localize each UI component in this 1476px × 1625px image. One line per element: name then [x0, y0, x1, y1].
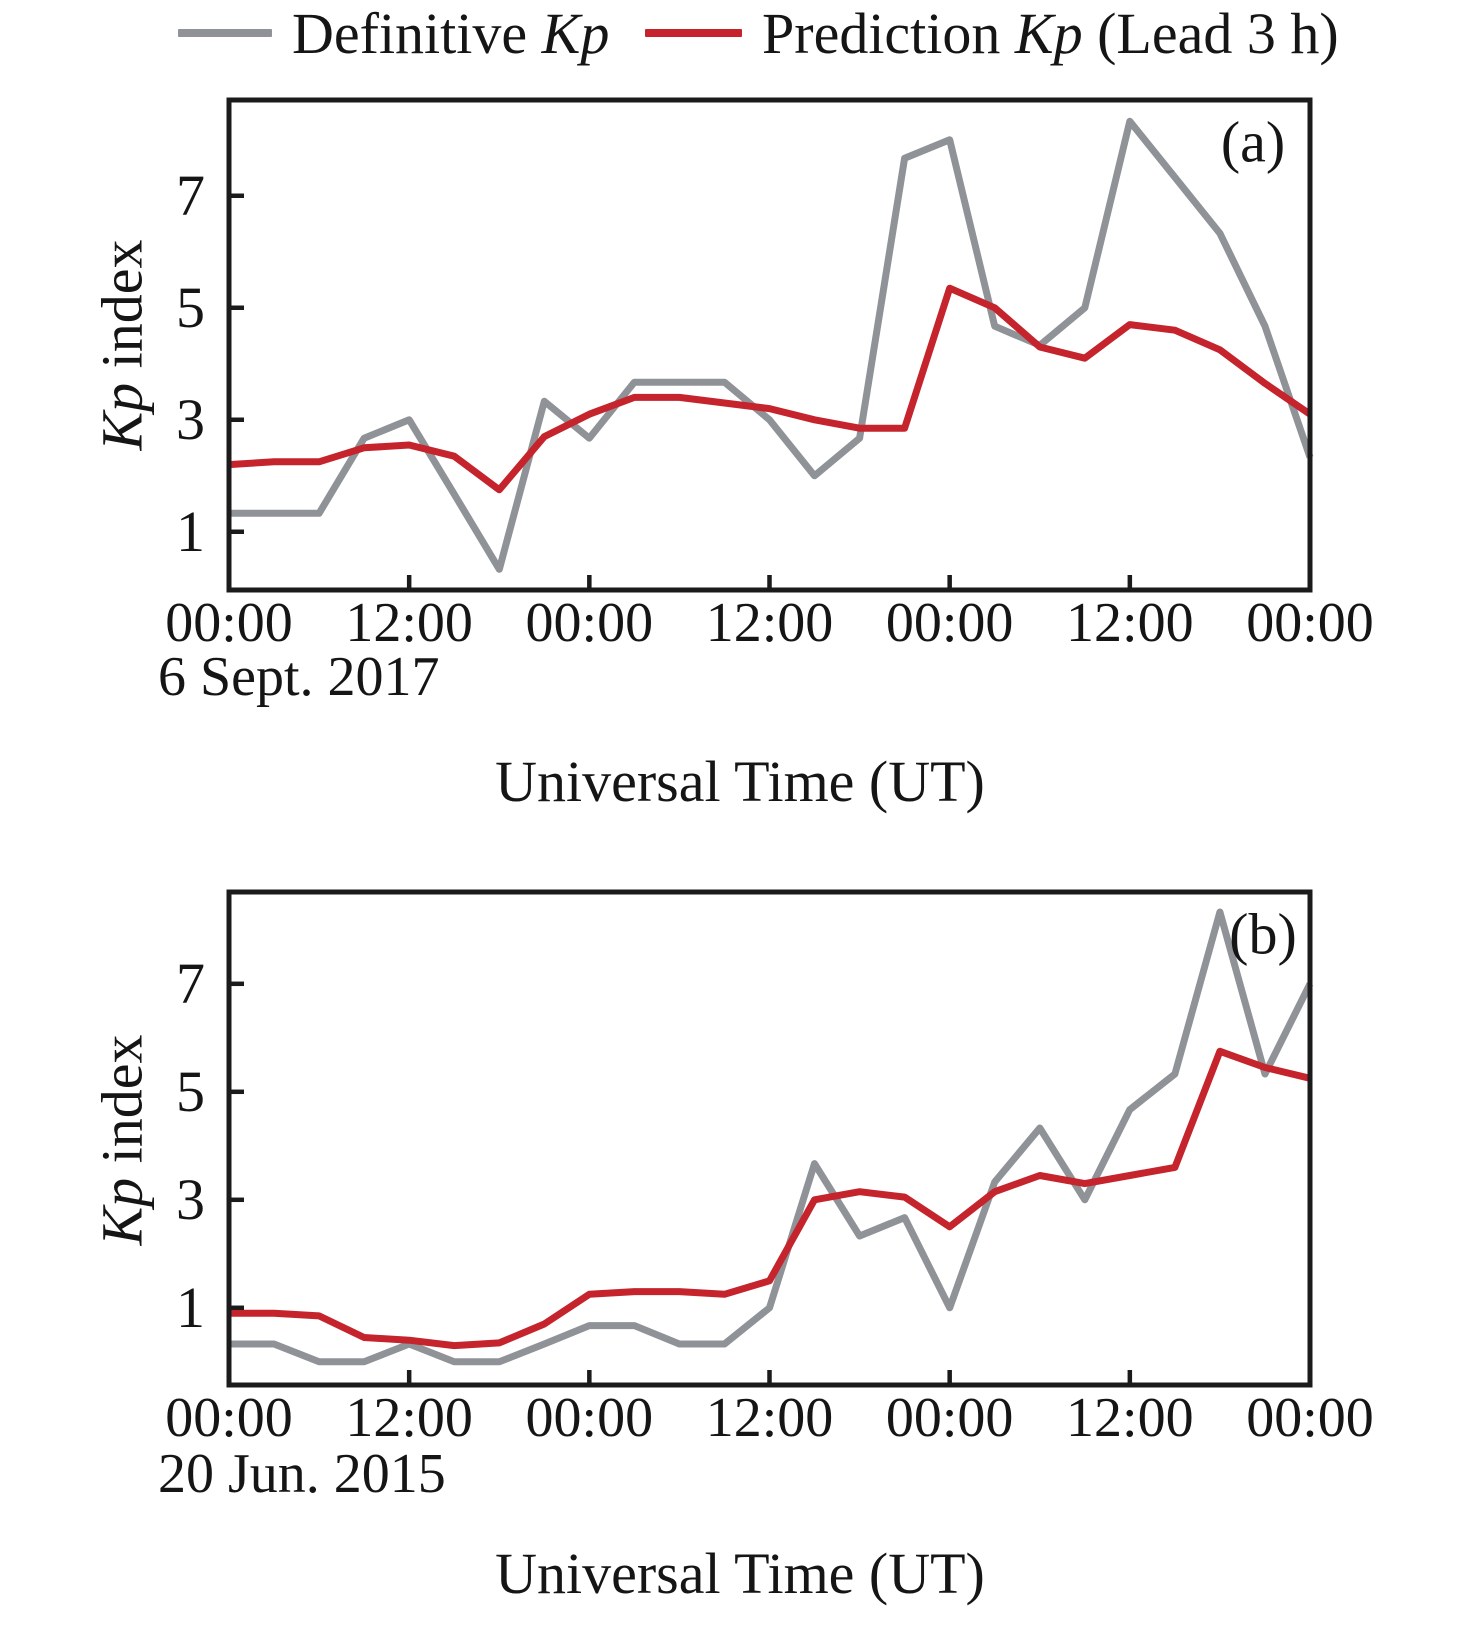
legend-label-text: Definitive: [292, 1, 542, 66]
legend-label-kp: Kp: [541, 1, 610, 66]
panel-a-letter: (a): [1220, 109, 1286, 175]
panel-a-date-label: 6 Sept. 2017: [158, 646, 440, 708]
x-tick-label: 00:00: [525, 592, 654, 654]
y-tick-label: 5: [176, 274, 205, 340]
x-tick-label: 00:00: [165, 1387, 293, 1449]
panel-b-letter: (b): [1229, 901, 1297, 967]
panel-a: [226, 97, 1314, 593]
x-tick-label: 12:00: [1066, 1387, 1194, 1449]
definitive-kp-line-b: [229, 908, 1314, 1366]
panel-b: [226, 889, 1314, 1388]
legend-label-text: Prediction: [762, 1, 1015, 66]
y-tick-label: 3: [176, 386, 205, 452]
x-tick-label: 12:00: [345, 1387, 473, 1449]
y-tick-label: 3: [176, 1166, 205, 1232]
y-tick-label: 7: [176, 162, 205, 228]
x-tick-label: 00:00: [1246, 1387, 1374, 1449]
panel-b-date-label: 20 Jun. 2015: [158, 1443, 446, 1505]
y-tick-label: 1: [176, 1274, 205, 1340]
plot-border-a: [226, 97, 1313, 593]
x-tick-label: 12:00: [345, 592, 473, 654]
y-tick-label: 1: [176, 498, 205, 564]
definitive-kp-legend-swatch: [178, 29, 272, 37]
prediction-kp-legend-swatch: [645, 29, 742, 37]
prediction-kp-legend-label: Prediction Kp (Lead 3 h): [762, 2, 1339, 66]
legend-label-suffix: (Lead 3 h): [1082, 1, 1339, 66]
definitive-kp-legend-label: Definitive Kp: [292, 2, 609, 66]
x-tick-label: 00:00: [885, 592, 1014, 654]
y-tick-label: 7: [176, 950, 205, 1016]
x-tick-label: 00:00: [885, 1387, 1014, 1449]
prediction-kp-line-a: [228, 284, 1312, 494]
legend-label-kp: Kp: [1014, 1, 1083, 66]
prediction-kp-line-b: [229, 1047, 1311, 1350]
x-tick-label: 12:00: [1066, 592, 1194, 654]
x-tick-label: 12:00: [705, 1387, 834, 1449]
x-tick-label: 00:00: [1246, 592, 1374, 654]
definitive-kp-line-a: [229, 117, 1314, 573]
panel-b-xlabel: Universal Time (UT): [495, 1541, 985, 1606]
y-tick-label: 5: [176, 1058, 205, 1124]
x-tick-label: 12:00: [705, 592, 834, 654]
x-tick-label: 00:00: [525, 1387, 654, 1449]
x-tick-label: 00:00: [165, 592, 293, 654]
panel-a-xlabel: Universal Time (UT): [495, 749, 985, 814]
